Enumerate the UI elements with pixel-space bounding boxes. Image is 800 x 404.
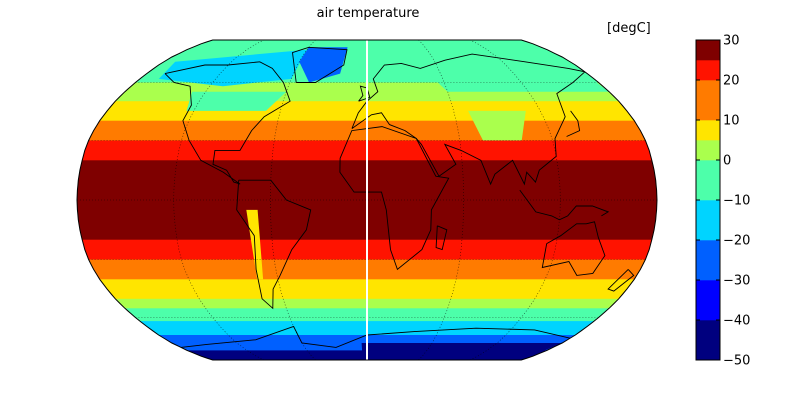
land-temperature-patch bbox=[361, 343, 563, 359]
colorbar-tick-label: −40 bbox=[723, 314, 750, 329]
coastline bbox=[566, 110, 581, 137]
coastline bbox=[351, 53, 586, 186]
land-temperature-patch bbox=[158, 49, 307, 87]
colorbar-segment bbox=[696, 40, 720, 61]
colorbar-segment bbox=[696, 80, 720, 121]
coastline bbox=[519, 189, 610, 221]
map-boundary bbox=[76, 39, 658, 361]
temperature-band bbox=[77, 120, 657, 142]
colorbar-tick-label: 30 bbox=[723, 34, 740, 49]
land-temperature-patch bbox=[468, 110, 526, 141]
map-layer bbox=[77, 40, 657, 360]
colorbar-segment bbox=[696, 140, 720, 161]
land-temperature-patch bbox=[410, 57, 610, 92]
temperature-band bbox=[77, 298, 657, 309]
coastline bbox=[180, 325, 571, 348]
coastline bbox=[607, 269, 635, 292]
land-temperature-patches bbox=[158, 47, 610, 359]
coastlines bbox=[164, 46, 635, 348]
colorbar-tick-label: 10 bbox=[723, 114, 740, 129]
colorbar-tick-label: −50 bbox=[723, 354, 750, 369]
temperature-band bbox=[77, 140, 657, 161]
land-temperature-patch bbox=[186, 91, 287, 111]
colorbar-tick-label: −20 bbox=[723, 234, 750, 249]
colorbar-segment bbox=[696, 320, 720, 361]
colorbar-segment bbox=[696, 280, 720, 321]
colorbar-tick-label: −10 bbox=[723, 194, 750, 209]
temperature-band bbox=[77, 321, 657, 336]
temperature-band bbox=[77, 101, 657, 122]
temperature-band bbox=[77, 259, 657, 280]
temperature-band bbox=[77, 40, 657, 58]
coastline bbox=[541, 221, 606, 276]
colorbar-segment bbox=[696, 200, 720, 241]
land-temperature-patch bbox=[299, 47, 348, 83]
colorbar: 30 20 10 0 −10 −20 −30 −40 −50 bbox=[695, 34, 750, 369]
colorbar-segment bbox=[696, 120, 720, 141]
colorbar-segment bbox=[696, 240, 720, 281]
temperature-band bbox=[77, 279, 657, 300]
colorbar-tick-label: 20 bbox=[723, 74, 740, 89]
chart-title: air temperature bbox=[316, 6, 420, 21]
coastline bbox=[435, 225, 448, 251]
temperature-band bbox=[77, 239, 657, 261]
colorbar-tick-label: 0 bbox=[723, 154, 731, 169]
temperature-band bbox=[77, 308, 657, 322]
colorbar-units-label: [degC] bbox=[607, 21, 651, 36]
coastline bbox=[236, 179, 312, 310]
colorbar-segment bbox=[696, 160, 720, 201]
colorbar-segment bbox=[696, 60, 720, 81]
coastline bbox=[164, 61, 291, 185]
colorbar-tick-label: −30 bbox=[723, 274, 750, 289]
